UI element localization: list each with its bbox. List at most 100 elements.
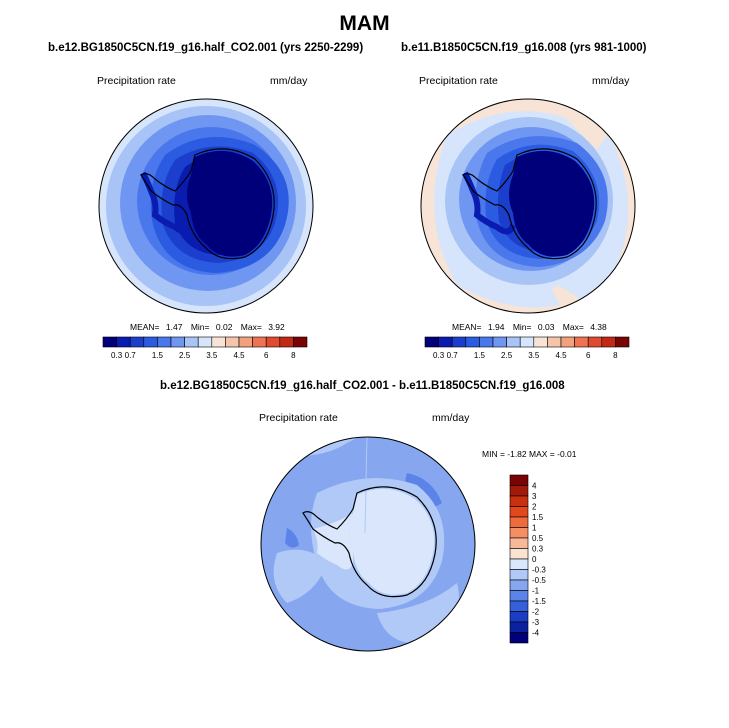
panel3-coastline	[302, 486, 437, 598]
panel1-min-value: 0.02	[215, 322, 233, 332]
colorbar-swatch	[519, 336, 535, 348]
colorbar-swatch	[102, 336, 117, 348]
panel2-max-label: Max=	[562, 322, 584, 332]
colorbar-swatch	[451, 336, 467, 348]
panel1-polar-map	[98, 98, 314, 314]
colorbar-tick-label: 0.3	[532, 545, 544, 554]
colorbar-swatch	[560, 336, 575, 348]
colorbar-swatch	[509, 527, 529, 539]
panel1-colorbar: 0.3 0.7 1.5 2.5 3.5 4.5 6 8	[102, 336, 308, 360]
colorbar-swatch	[252, 336, 267, 348]
colorbar-tick-label: -1.5	[532, 597, 546, 606]
colorbar-tick-label: 0.7	[125, 351, 137, 360]
colorbar-tick-label: 6	[264, 351, 269, 360]
colorbar-swatch	[509, 590, 529, 602]
colorbar-tick-label: -3	[532, 618, 540, 627]
panel3-title: b.e12.BG1850C5CN.f19_g16.half_CO2.001 - …	[160, 380, 565, 392]
colorbar-tick-label: 2	[532, 503, 537, 512]
colorbar-tick-label: 4	[532, 482, 537, 491]
colorbar-swatch	[157, 336, 172, 348]
colorbar-tick-label: 2.5	[501, 351, 513, 360]
panel2-max-value: 4.38	[590, 322, 607, 332]
colorbar-swatch	[509, 600, 529, 612]
colorbar-tick-label: 3	[532, 492, 537, 501]
panel2-mean-value: 1.94	[487, 322, 505, 332]
colorbar-swatch	[265, 336, 281, 348]
colorbar-swatch	[509, 474, 529, 486]
colorbar-swatch	[509, 632, 529, 644]
figure-title: MAM	[339, 12, 390, 35]
panel3-minmax: MIN = -1.82 MAX = -0.01	[482, 449, 577, 459]
colorbar-swatch	[506, 336, 521, 348]
colorbar-tick-label: -4	[532, 629, 540, 638]
colorbar-tick-label: 4.5	[233, 351, 245, 360]
colorbar-tick-label: 8	[613, 351, 618, 360]
colorbar-tick-label: 3.5	[528, 351, 540, 360]
colorbar-tick-label: 6	[586, 351, 591, 360]
colorbar-swatch	[601, 336, 616, 348]
colorbar-swatch	[225, 336, 240, 348]
panel2-polar-map	[420, 98, 636, 314]
colorbar-tick-label: 1.5	[532, 513, 544, 522]
panel1-coastline	[140, 148, 275, 260]
colorbar-swatch	[574, 336, 589, 348]
colorbar-tick-label: 0	[532, 555, 537, 564]
colorbar-swatch	[211, 336, 226, 348]
panel2-colorbar: 0.3 0.7 1.5 2.5 3.5 4.5 6 8	[424, 336, 630, 360]
panel1-units-label: mm/day	[270, 75, 308, 87]
panel2-stats: MEAN= 1.94 Min= 0.03 Max= 4.38	[452, 322, 607, 332]
colorbar-swatch	[615, 336, 630, 348]
colorbar-swatch	[438, 336, 453, 348]
panel2-variable-label: Precipitation rate	[419, 75, 498, 87]
colorbar-swatch	[238, 336, 253, 348]
colorbar-swatch	[479, 336, 494, 348]
colorbar-swatch	[509, 537, 529, 549]
colorbar-swatch	[129, 336, 145, 348]
colorbar-tick-label: -0.5	[532, 576, 546, 585]
colorbar-swatch	[492, 336, 507, 348]
colorbar-swatch	[116, 336, 131, 348]
panel2-title: b.e11.B1850C5CN.f19_g16.008 (yrs 981-100…	[401, 42, 647, 54]
colorbar-swatch	[509, 485, 529, 497]
colorbar-swatch	[197, 336, 213, 348]
colorbar-tick-label: -1	[532, 587, 540, 596]
colorbar-swatch	[424, 336, 439, 348]
colorbar-tick-label: 0.3	[433, 351, 445, 360]
panel2-coastline	[462, 148, 597, 260]
colorbar-swatch	[533, 336, 548, 348]
colorbar-tick-label: 0.3	[111, 351, 123, 360]
colorbar-swatch	[509, 579, 529, 591]
panel3-units-label: mm/day	[432, 412, 470, 424]
panel3-variable-label: Precipitation rate	[259, 412, 338, 424]
colorbar-swatch	[143, 336, 158, 348]
colorbar-swatch	[509, 548, 529, 560]
panel1-title: b.e12.BG1850C5CN.f19_g16.half_CO2.001 (y…	[48, 42, 364, 54]
colorbar-swatch	[509, 516, 529, 528]
colorbar-swatch	[170, 336, 185, 348]
colorbar-swatch	[509, 569, 529, 581]
panel1-stats: MEAN= 1.47 Min= 0.02 Max= 3.92	[130, 322, 285, 332]
panel1-mean-value: 1.47	[165, 322, 183, 332]
colorbar-tick-label: 1.5	[474, 351, 486, 360]
colorbar-swatch	[509, 506, 529, 518]
panel2-units-label: mm/day	[592, 75, 630, 87]
panel2-mean-label: MEAN=	[452, 322, 482, 332]
colorbar-tick-label: 1	[532, 524, 537, 533]
colorbar-swatch	[509, 621, 529, 633]
colorbar-tick-label: 3.5	[206, 351, 218, 360]
colorbar-swatch	[509, 611, 529, 623]
panel1-variable-label: Precipitation rate	[97, 75, 176, 87]
colorbar-swatch	[279, 336, 294, 348]
colorbar-swatch	[547, 336, 562, 348]
colorbar-tick-label: 1.5	[152, 351, 164, 360]
colorbar-swatch	[465, 336, 480, 348]
panel3-colorbar: 43 21.5 10.5 0.30 -0.3-0.5 -1-1.5 -2-3 -4	[509, 474, 546, 644]
colorbar-tick-label: 8	[291, 351, 296, 360]
colorbar-tick-label: -2	[532, 608, 540, 617]
colorbar-swatch	[587, 336, 603, 348]
colorbar-tick-label: 0.5	[532, 534, 544, 543]
colorbar-swatch	[509, 495, 529, 507]
colorbar-swatch	[293, 336, 308, 348]
panel1-mean-label: MEAN=	[130, 322, 160, 332]
panel1-max-label: Max=	[240, 322, 262, 332]
